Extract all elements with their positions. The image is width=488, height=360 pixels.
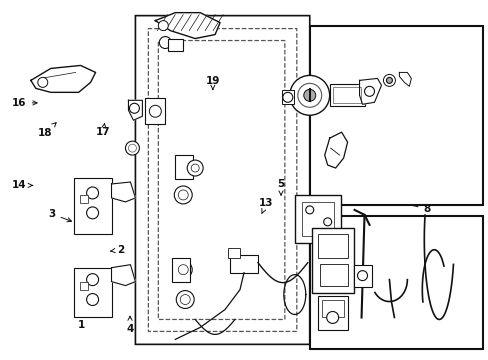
Bar	[281, 90, 293, 104]
Circle shape	[38, 77, 48, 87]
Circle shape	[282, 92, 292, 102]
Circle shape	[174, 261, 192, 279]
Polygon shape	[111, 265, 135, 285]
Circle shape	[326, 311, 338, 323]
Text: 17: 17	[96, 123, 110, 136]
Bar	[175, 155, 193, 179]
Bar	[227, 248, 240, 258]
Circle shape	[386, 77, 392, 84]
Bar	[74, 268, 111, 318]
Circle shape	[364, 86, 374, 96]
Circle shape	[129, 103, 139, 113]
Circle shape	[86, 207, 99, 219]
Polygon shape	[359, 78, 381, 104]
PathPatch shape	[135, 15, 309, 345]
Bar	[332, 87, 360, 103]
Bar	[319, 264, 347, 285]
Circle shape	[323, 218, 331, 226]
Circle shape	[174, 186, 192, 204]
Circle shape	[180, 294, 190, 305]
Text: 12: 12	[465, 265, 480, 275]
Circle shape	[128, 144, 136, 152]
Circle shape	[125, 141, 139, 155]
Text: 13: 13	[259, 198, 273, 214]
Polygon shape	[111, 182, 135, 202]
Bar	[321, 300, 343, 318]
Text: 14: 14	[12, 180, 33, 190]
Text: 15: 15	[98, 204, 113, 217]
Text: 6: 6	[306, 85, 321, 97]
Text: 18: 18	[38, 123, 56, 138]
Bar	[80, 282, 87, 289]
Circle shape	[191, 164, 199, 172]
Bar	[311, 228, 353, 293]
Bar	[294, 195, 340, 243]
Bar	[309, 26, 482, 205]
Text: 11: 11	[455, 66, 470, 84]
Bar	[229, 255, 258, 273]
Text: 1: 1	[78, 307, 91, 330]
Circle shape	[297, 84, 321, 107]
Bar	[145, 98, 165, 124]
Circle shape	[176, 291, 194, 309]
Circle shape	[178, 265, 188, 275]
Circle shape	[383, 75, 395, 86]
Text: 7: 7	[318, 32, 331, 46]
Circle shape	[158, 21, 168, 31]
Bar	[309, 216, 482, 348]
Polygon shape	[399, 72, 410, 86]
Text: 5: 5	[277, 179, 284, 195]
Polygon shape	[324, 132, 347, 168]
Polygon shape	[31, 66, 95, 92]
Polygon shape	[155, 13, 220, 39]
Bar	[80, 195, 87, 203]
Text: 2: 2	[110, 245, 123, 255]
Text: 9: 9	[390, 102, 425, 112]
Circle shape	[303, 89, 315, 101]
Circle shape	[178, 190, 188, 200]
Bar	[329, 84, 364, 106]
Circle shape	[86, 293, 99, 306]
Bar	[168, 39, 183, 50]
Text: 8: 8	[390, 200, 430, 214]
Bar	[301, 202, 333, 236]
Text: 16: 16	[12, 98, 37, 108]
Circle shape	[149, 105, 161, 117]
Text: 19: 19	[205, 76, 220, 90]
Bar	[317, 296, 347, 330]
Bar	[317, 234, 347, 258]
Circle shape	[86, 187, 99, 199]
Circle shape	[187, 160, 203, 176]
Bar	[353, 265, 371, 287]
Bar	[74, 178, 111, 234]
Circle shape	[86, 274, 99, 285]
Text: 4: 4	[126, 316, 133, 334]
Bar	[172, 258, 190, 282]
Circle shape	[289, 75, 329, 115]
Polygon shape	[128, 100, 142, 120]
Circle shape	[159, 37, 171, 49]
Text: 10: 10	[425, 129, 443, 140]
Circle shape	[357, 271, 367, 280]
Text: 3: 3	[48, 209, 71, 222]
Circle shape	[305, 206, 313, 214]
